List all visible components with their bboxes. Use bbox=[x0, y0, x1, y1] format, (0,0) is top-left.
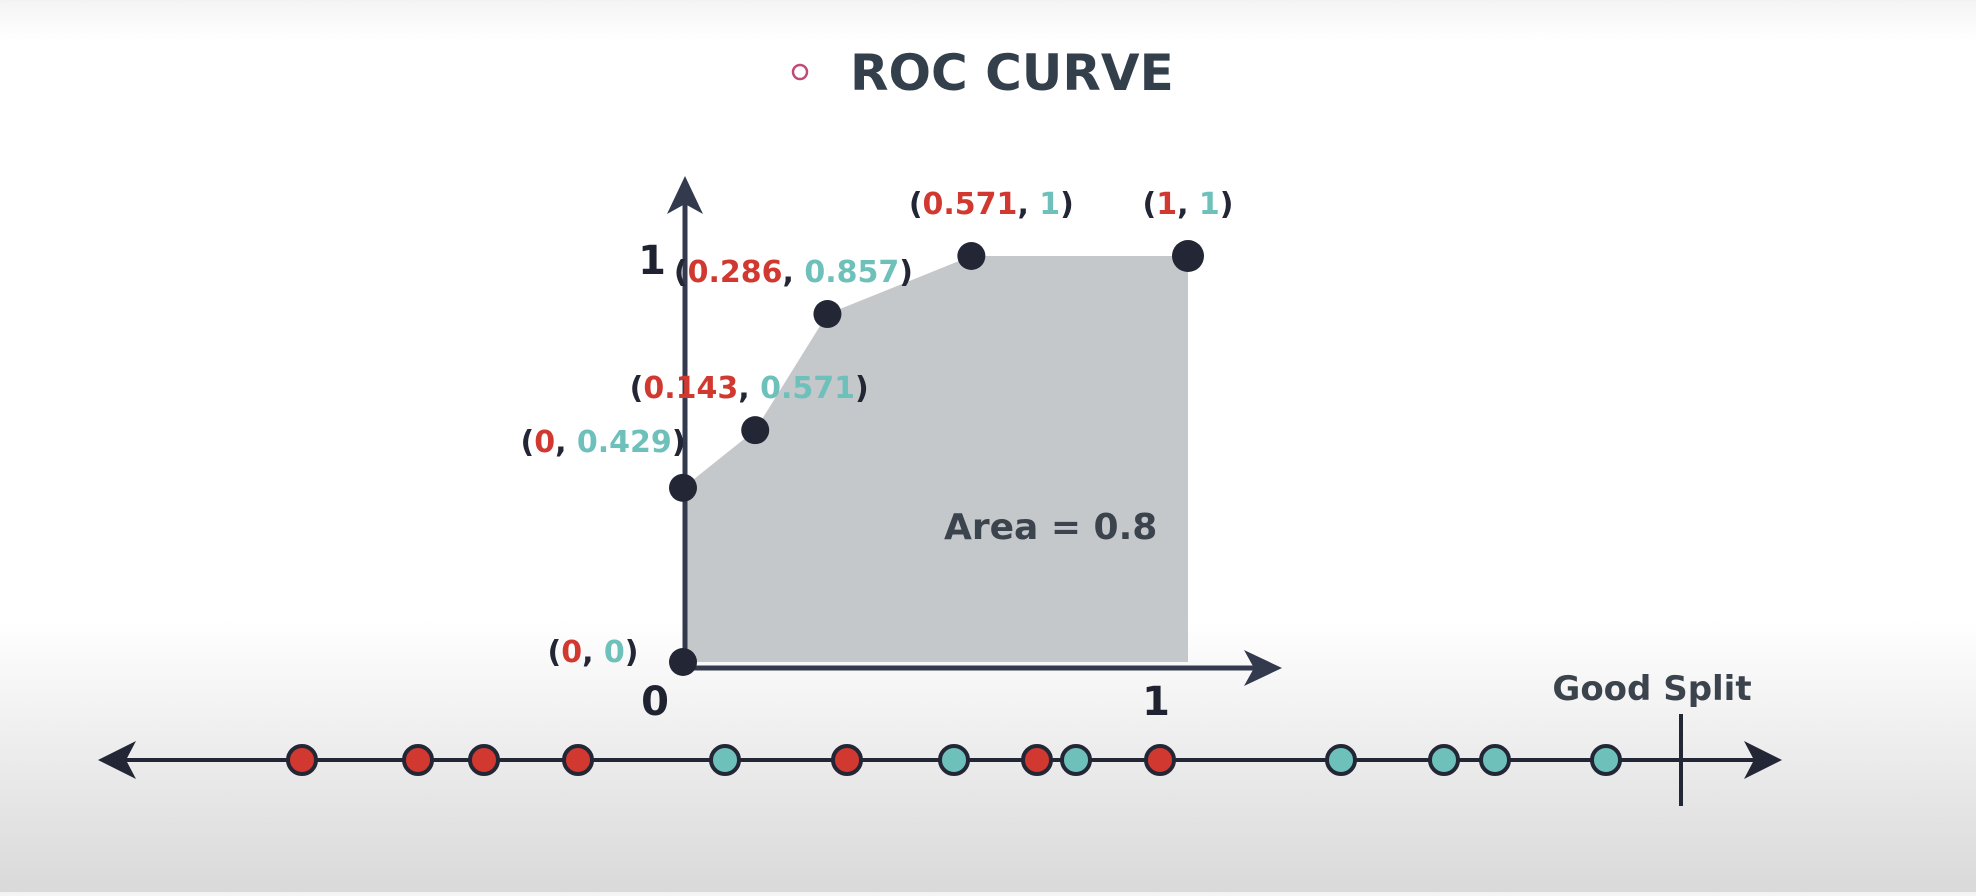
roc-point-label-y-1: 0.429 bbox=[577, 425, 672, 460]
roc-point-label-1: (0, 0.429) bbox=[520, 425, 685, 460]
roc-point-label-3: (0.286, 0.857) bbox=[674, 255, 913, 290]
roc-point-5 bbox=[1172, 240, 1204, 272]
x-tick-label-0: 0 bbox=[641, 679, 669, 725]
roc-point-label-4: (0.571, 1) bbox=[909, 187, 1074, 222]
roc-point-label-y-4: 1 bbox=[1039, 187, 1060, 222]
number-line-dot-6 bbox=[938, 744, 970, 776]
number-line-dot-13 bbox=[1590, 744, 1622, 776]
x-axis bbox=[683, 650, 1282, 686]
number-line-dot-0 bbox=[286, 744, 318, 776]
y-axis bbox=[667, 176, 703, 668]
number-line-dot-8 bbox=[1060, 744, 1092, 776]
roc-point-label-x-0: 0 bbox=[561, 635, 582, 670]
y-axis-arrow-icon bbox=[667, 176, 703, 214]
roc-point-2 bbox=[741, 416, 770, 445]
roc-point-4 bbox=[957, 242, 986, 270]
roc-point-label-x-2: 0.143 bbox=[643, 371, 738, 406]
number-line-dot-7 bbox=[1021, 744, 1053, 776]
split-label: Good Split bbox=[1552, 669, 1751, 709]
roc-point-label-y-3: 0.857 bbox=[804, 255, 899, 290]
number-line-dot-1 bbox=[402, 744, 434, 776]
roc-point-labels: (0, 0) (0, 0.429) (0.143, 0.571) (0.286, 0.… bbox=[520, 187, 1233, 670]
number-line-dot-5 bbox=[831, 744, 863, 776]
chart-title: ROC CURVE bbox=[850, 44, 1174, 102]
auc-area bbox=[683, 256, 1188, 662]
x-tick-label-1: 1 bbox=[1142, 679, 1170, 725]
number-line-dot-10 bbox=[1325, 744, 1357, 776]
roc-point-label-2: (0.143, 0.571) bbox=[630, 371, 869, 406]
roc-point-label-y-0: 0 bbox=[604, 635, 625, 670]
roc-point-label-0: (0, 0) bbox=[547, 635, 638, 670]
number-line-dot-9 bbox=[1144, 744, 1176, 776]
area-label: Area = 0.8 bbox=[944, 507, 1157, 548]
roc-point-label-x-4: 0.571 bbox=[923, 187, 1018, 222]
number-line-right-arrow-icon bbox=[1744, 741, 1782, 779]
roc-point-label-y-5: 1 bbox=[1199, 187, 1220, 222]
number-line-dot-4 bbox=[709, 744, 741, 776]
number-line-left-arrow-icon bbox=[98, 741, 136, 779]
roc-point-label-y-2: 0.571 bbox=[760, 371, 855, 406]
roc-points bbox=[669, 240, 1204, 676]
roc-point-3 bbox=[813, 300, 842, 329]
title-bullet-icon bbox=[791, 63, 809, 81]
number-line-dot-11 bbox=[1428, 744, 1460, 776]
roc-point-label-x-3: 0.286 bbox=[688, 255, 783, 290]
roc-point-label-x-1: 0 bbox=[534, 425, 555, 460]
number-line-dot-3 bbox=[562, 744, 594, 776]
number-line-dots bbox=[286, 744, 1622, 776]
roc-point-1 bbox=[669, 473, 697, 502]
number-line-dot-12 bbox=[1479, 744, 1511, 776]
number-line-dot-2 bbox=[468, 744, 500, 776]
roc-point-label-5: (1, 1) bbox=[1142, 187, 1233, 222]
y-tick-label-1: 1 bbox=[638, 238, 666, 284]
roc-point-0 bbox=[669, 648, 697, 676]
roc-point-label-x-5: 1 bbox=[1156, 187, 1177, 222]
x-axis-arrow-icon bbox=[1244, 650, 1282, 686]
number-line: Good Split bbox=[98, 669, 1782, 806]
